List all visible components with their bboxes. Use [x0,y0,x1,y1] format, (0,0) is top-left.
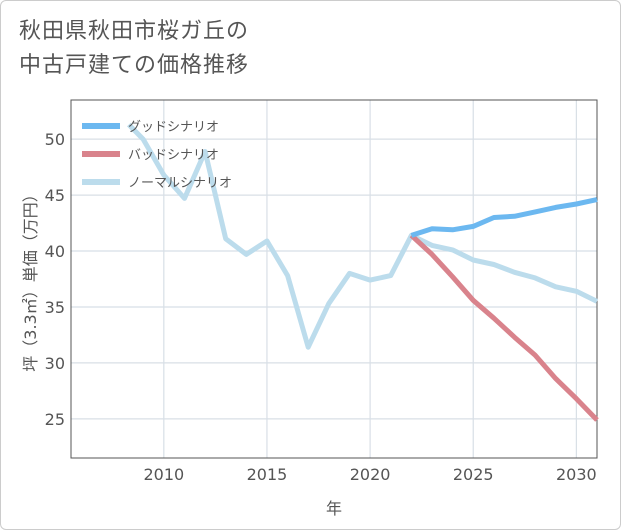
chart-title-line-1: 秋田県秋田市桜ガ丘の [19,19,250,44]
x-tick-label: 2015 [247,465,288,484]
series-line-bad [409,233,599,422]
legend-label-good: グッドシナリオ [128,120,219,135]
y-tick-labels: 25 30 35 40 45 50 [45,130,65,429]
x-tick-label: 2025 [453,465,494,484]
series-line-normal [127,122,599,350]
x-tick-label: 2010 [143,465,184,484]
y-tick-label: 30 [45,354,65,373]
legend-label-normal: ノーマルシナリオ [128,176,232,191]
y-tick-label: 40 [45,242,65,261]
y-tick-label: 50 [45,130,65,149]
x-axis-label: 年 [326,499,342,518]
chart-title: 秋田県秋田市桜ガ丘の 中古戸建ての価格推移 [19,15,249,83]
x-tick-label: 2020 [350,465,391,484]
x-tick-label: 2030 [556,465,597,484]
legend-label-bad: バッドシナリオ [128,148,219,163]
plot-frame [70,99,598,459]
y-tick-label: 45 [45,186,65,205]
x-tick-labels: 2010 2015 2020 2025 2030 [143,465,596,484]
y-tick-label: 25 [45,410,65,429]
y-tick-label: 35 [45,298,65,317]
series-lines [127,122,599,422]
series-line-good [410,197,598,238]
chart-title-line-2: 中古戸建ての価格推移 [19,53,250,78]
y-axis-label: 坪（3.3㎡）単価（万円） [21,186,40,371]
